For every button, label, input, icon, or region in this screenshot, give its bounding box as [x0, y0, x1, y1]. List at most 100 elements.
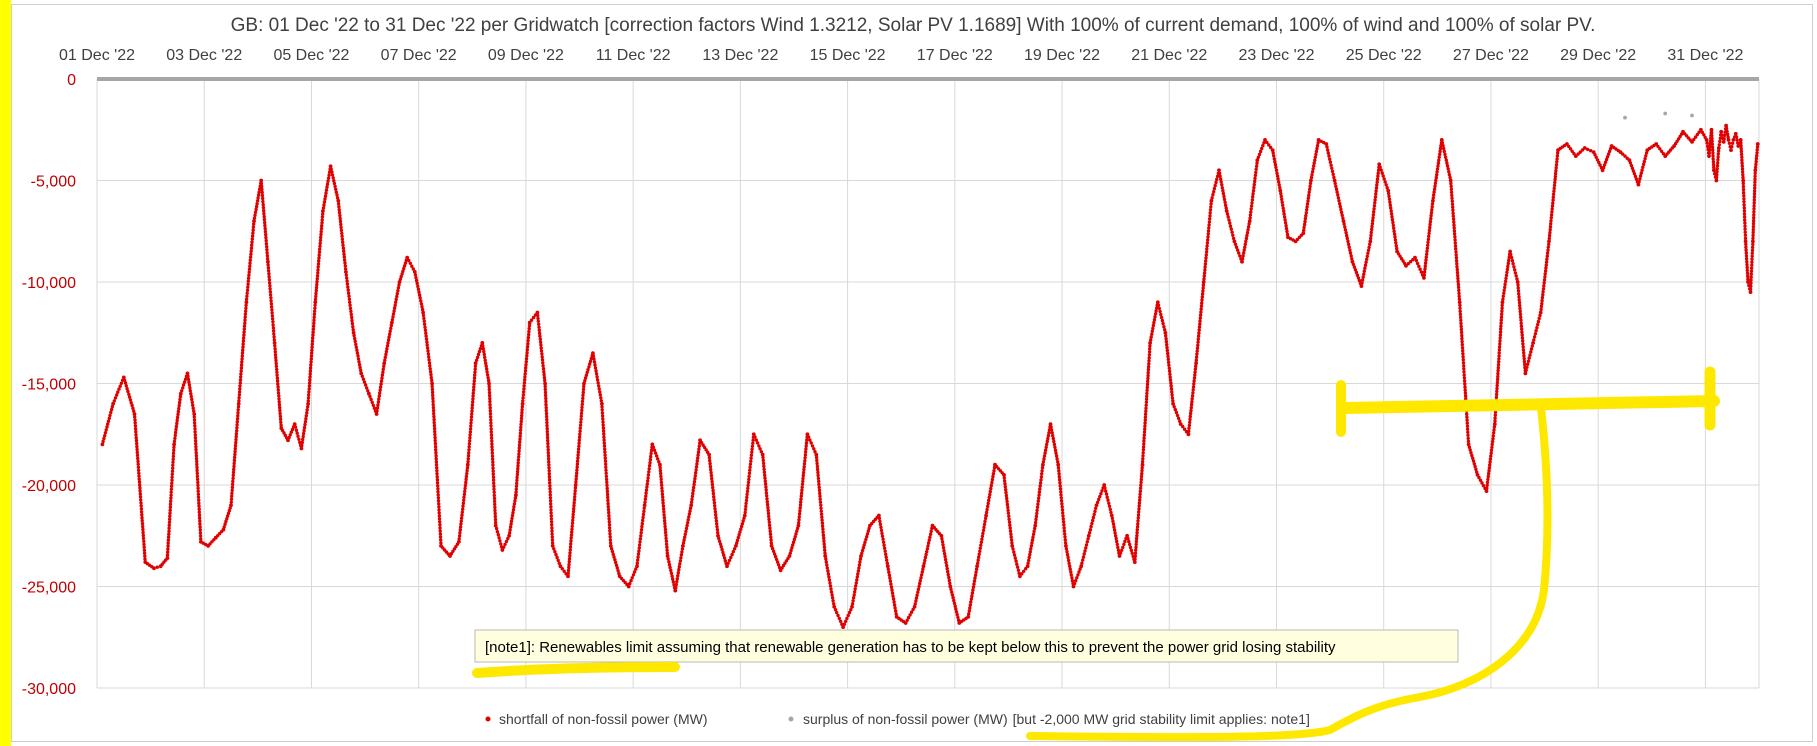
shortfall-point [1456, 276, 1460, 281]
shortfall-point [108, 413, 112, 418]
shortfall-point [1316, 138, 1321, 142]
shortfall-point [539, 349, 544, 353]
shortfall-point [197, 510, 201, 514]
shortfall-point [482, 349, 486, 354]
shortfall-point [135, 450, 139, 455]
shortfall-point [857, 566, 861, 570]
shortfall-point [631, 573, 636, 577]
shortfall-point [1517, 292, 1521, 296]
shortfall-point [492, 496, 497, 501]
shortfall-point [1540, 295, 1545, 300]
shortfall-point [516, 464, 520, 468]
shortfall-point [1178, 422, 1183, 426]
shortfall-point [1744, 254, 1749, 258]
shortfall-point [678, 559, 683, 563]
shortfall-point [922, 561, 926, 565]
shortfall-point [1753, 180, 1757, 184]
shortfall-point [138, 483, 142, 487]
shortfall-point [697, 444, 701, 448]
shortfall-point [237, 396, 241, 400]
shortfall-point [525, 345, 530, 349]
shortfall-point [1755, 154, 1759, 158]
shortfall-point [241, 339, 246, 343]
shortfall-point [1060, 502, 1064, 506]
shortfall-point [297, 437, 301, 441]
shortfall-point [278, 414, 283, 419]
shortfall-point [339, 222, 343, 227]
shortfall-point [1097, 497, 1101, 502]
shortfall-point [430, 381, 434, 386]
shortfall-point [524, 357, 529, 361]
shortfall-point [171, 457, 175, 462]
shortfall-point [1462, 364, 1466, 368]
shortfall-point [137, 471, 141, 475]
shortfall-point [304, 414, 308, 418]
shortfall-point [809, 441, 813, 445]
shortfall-point [1711, 148, 1715, 152]
shortfall-point [197, 504, 201, 508]
shortfall-point [1601, 165, 1606, 170]
shortfall-point [196, 486, 200, 490]
shortfall-point [543, 390, 548, 395]
shortfall-point [1519, 324, 1524, 328]
shortfall-point [647, 464, 652, 468]
shortfall-point [1550, 204, 1555, 208]
shortfall-point [1136, 513, 1141, 517]
shortfall-point [265, 245, 269, 249]
shortfall-point [323, 194, 328, 198]
shortfall-point [517, 452, 521, 456]
shortfall-point [888, 576, 892, 580]
shortfall-point [514, 484, 519, 488]
shortfall-point [646, 479, 650, 483]
shortfall-point [813, 450, 817, 454]
shortfall-point [317, 253, 321, 257]
shortfall-point [1255, 158, 1260, 163]
shortfall-point [1753, 186, 1757, 190]
shortfall-point [1754, 159, 1758, 164]
shortfall-point [116, 390, 120, 394]
shortfall-point [1543, 272, 1547, 276]
shortfall-point [1354, 270, 1359, 275]
shortfall-point [546, 448, 550, 452]
shortfall-point [490, 457, 495, 461]
shortfall-point [516, 466, 520, 471]
shortfall-point [1222, 194, 1226, 199]
shortfall-point [1595, 158, 1600, 162]
shortfall-point [1602, 163, 1607, 167]
shortfall-point [639, 531, 643, 535]
shortfall-point [168, 514, 172, 518]
shortfall-point [277, 394, 281, 398]
shortfall-point [768, 529, 772, 533]
shortfall-point [1278, 188, 1283, 193]
shortfall-point [1333, 181, 1337, 186]
shortfall-point [233, 443, 238, 448]
shortfall-point [856, 572, 860, 576]
shortfall-point [1497, 345, 1502, 349]
shortfall-point [273, 347, 277, 351]
shortfall-point [1604, 157, 1609, 162]
shortfall-point [439, 541, 443, 545]
shortfall-point [651, 445, 656, 449]
shortfall-point [729, 555, 733, 560]
shortfall-point [1208, 214, 1212, 218]
shortfall-point [431, 399, 435, 404]
shortfall-point [744, 501, 748, 506]
shortfall-point [1628, 161, 1633, 165]
shortfall-point [1243, 245, 1247, 249]
shortfall-point [769, 541, 773, 545]
shortfall-point [1743, 230, 1747, 234]
shortfall-point [1342, 222, 1346, 226]
shortfall-point [507, 531, 512, 535]
shortfall-point [1244, 239, 1248, 244]
shortfall-point [319, 235, 323, 240]
shortfall-point [1450, 196, 1454, 200]
shortfall-point [518, 431, 523, 435]
shortfall-point [718, 542, 723, 546]
shortfall-point [1111, 519, 1115, 523]
shortfall-point [1116, 545, 1120, 550]
shortfall-point [748, 465, 752, 469]
shortfall-point [1425, 252, 1429, 256]
shortfall-point [491, 463, 495, 467]
shortfall-point [519, 416, 524, 421]
shortfall-point [1529, 350, 1533, 354]
